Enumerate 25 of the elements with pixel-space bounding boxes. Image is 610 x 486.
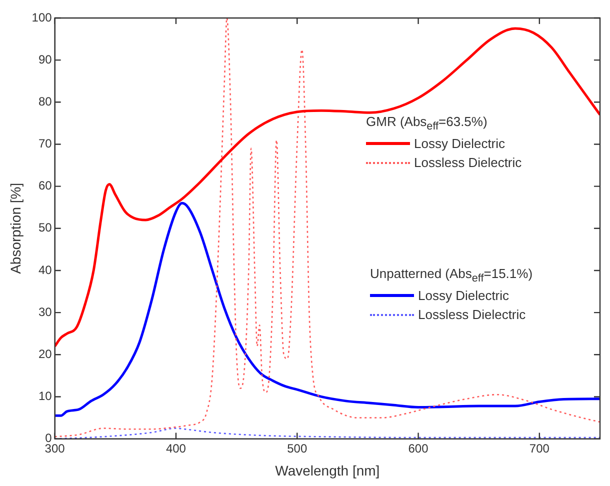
y-tick-label: 90 (38, 52, 52, 66)
legend-label: Lossy Dielectric (414, 136, 506, 151)
x-axis-title: Wavelength [nm] (275, 462, 380, 478)
y-axis-title: Absorption [%] (7, 182, 24, 274)
y-tick-label: 50 (38, 220, 52, 235)
annotation: GMR (Abs$_{eff}$=63.5%) (366, 114, 488, 134)
y-tick-label: 10 (38, 389, 52, 404)
y-tick-label: 70 (38, 136, 52, 151)
legend-label: Lossy Dielectric (418, 288, 510, 303)
legend-label: Lossless Dielectric (414, 155, 522, 170)
line-series (54, 18, 600, 438)
y-tick-label: 20 (38, 346, 52, 361)
line-series (54, 27, 600, 348)
y-tick-label: 80 (38, 94, 52, 108)
x-tick-label: 600 (408, 441, 429, 456)
y-tick-label: 100 (32, 10, 52, 24)
legend-label: Lossless Dielectric (418, 307, 526, 322)
x-tick-label: 500 (287, 441, 308, 456)
annotation: Unpatterned (Abs$_{eff}$=15.1%) (370, 266, 533, 286)
y-tick-label: 60 (38, 178, 52, 193)
x-tick-label: 400 (166, 441, 186, 456)
x-tick-label: 700 (529, 441, 550, 456)
line-series (54, 202, 600, 417)
y-tick-label: 30 (38, 304, 52, 319)
y-tick-label: 40 (38, 262, 52, 277)
